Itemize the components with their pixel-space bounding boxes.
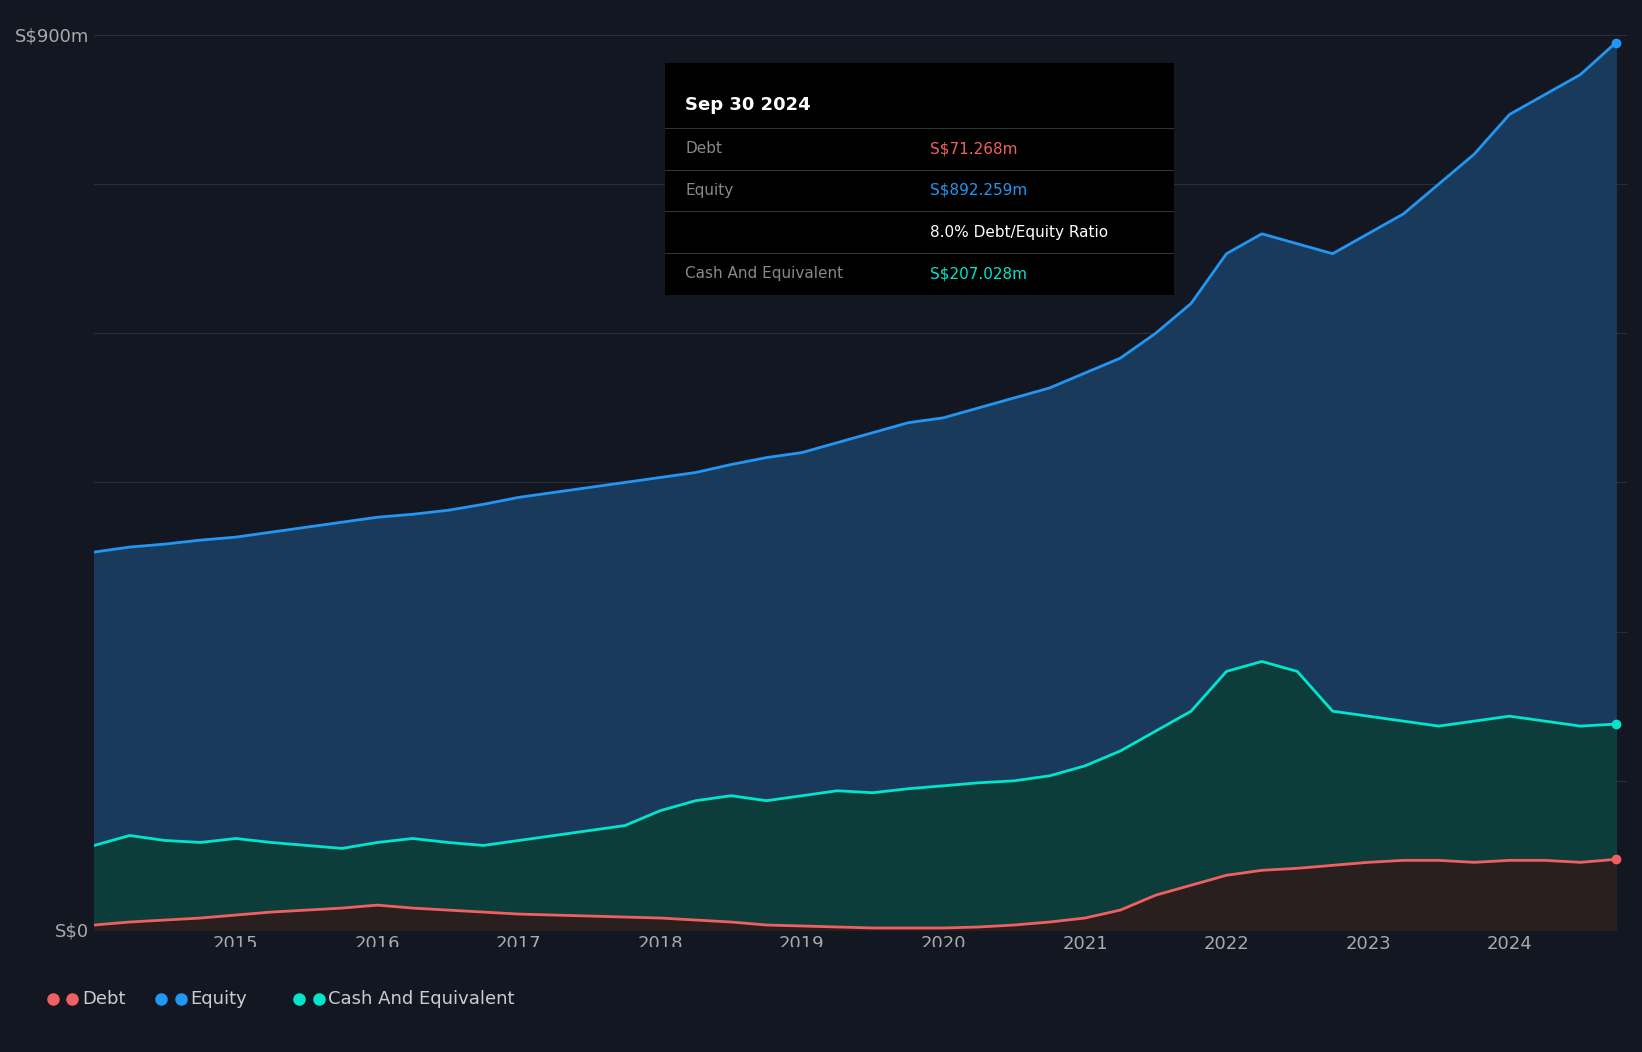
Text: S$71.268m: S$71.268m: [929, 141, 1016, 157]
Text: S$892.259m: S$892.259m: [929, 183, 1026, 198]
Text: Cash And Equivalent: Cash And Equivalent: [328, 990, 516, 1009]
Text: 8.0% Debt/Equity Ratio: 8.0% Debt/Equity Ratio: [929, 224, 1108, 240]
Text: Equity: Equity: [685, 183, 734, 198]
Text: Sep 30 2024: Sep 30 2024: [685, 96, 811, 114]
Text: S$207.028m: S$207.028m: [929, 266, 1026, 281]
Text: Equity: Equity: [190, 990, 248, 1009]
Text: Debt: Debt: [82, 990, 125, 1009]
Text: Cash And Equivalent: Cash And Equivalent: [685, 266, 844, 281]
Text: Debt: Debt: [685, 141, 722, 157]
